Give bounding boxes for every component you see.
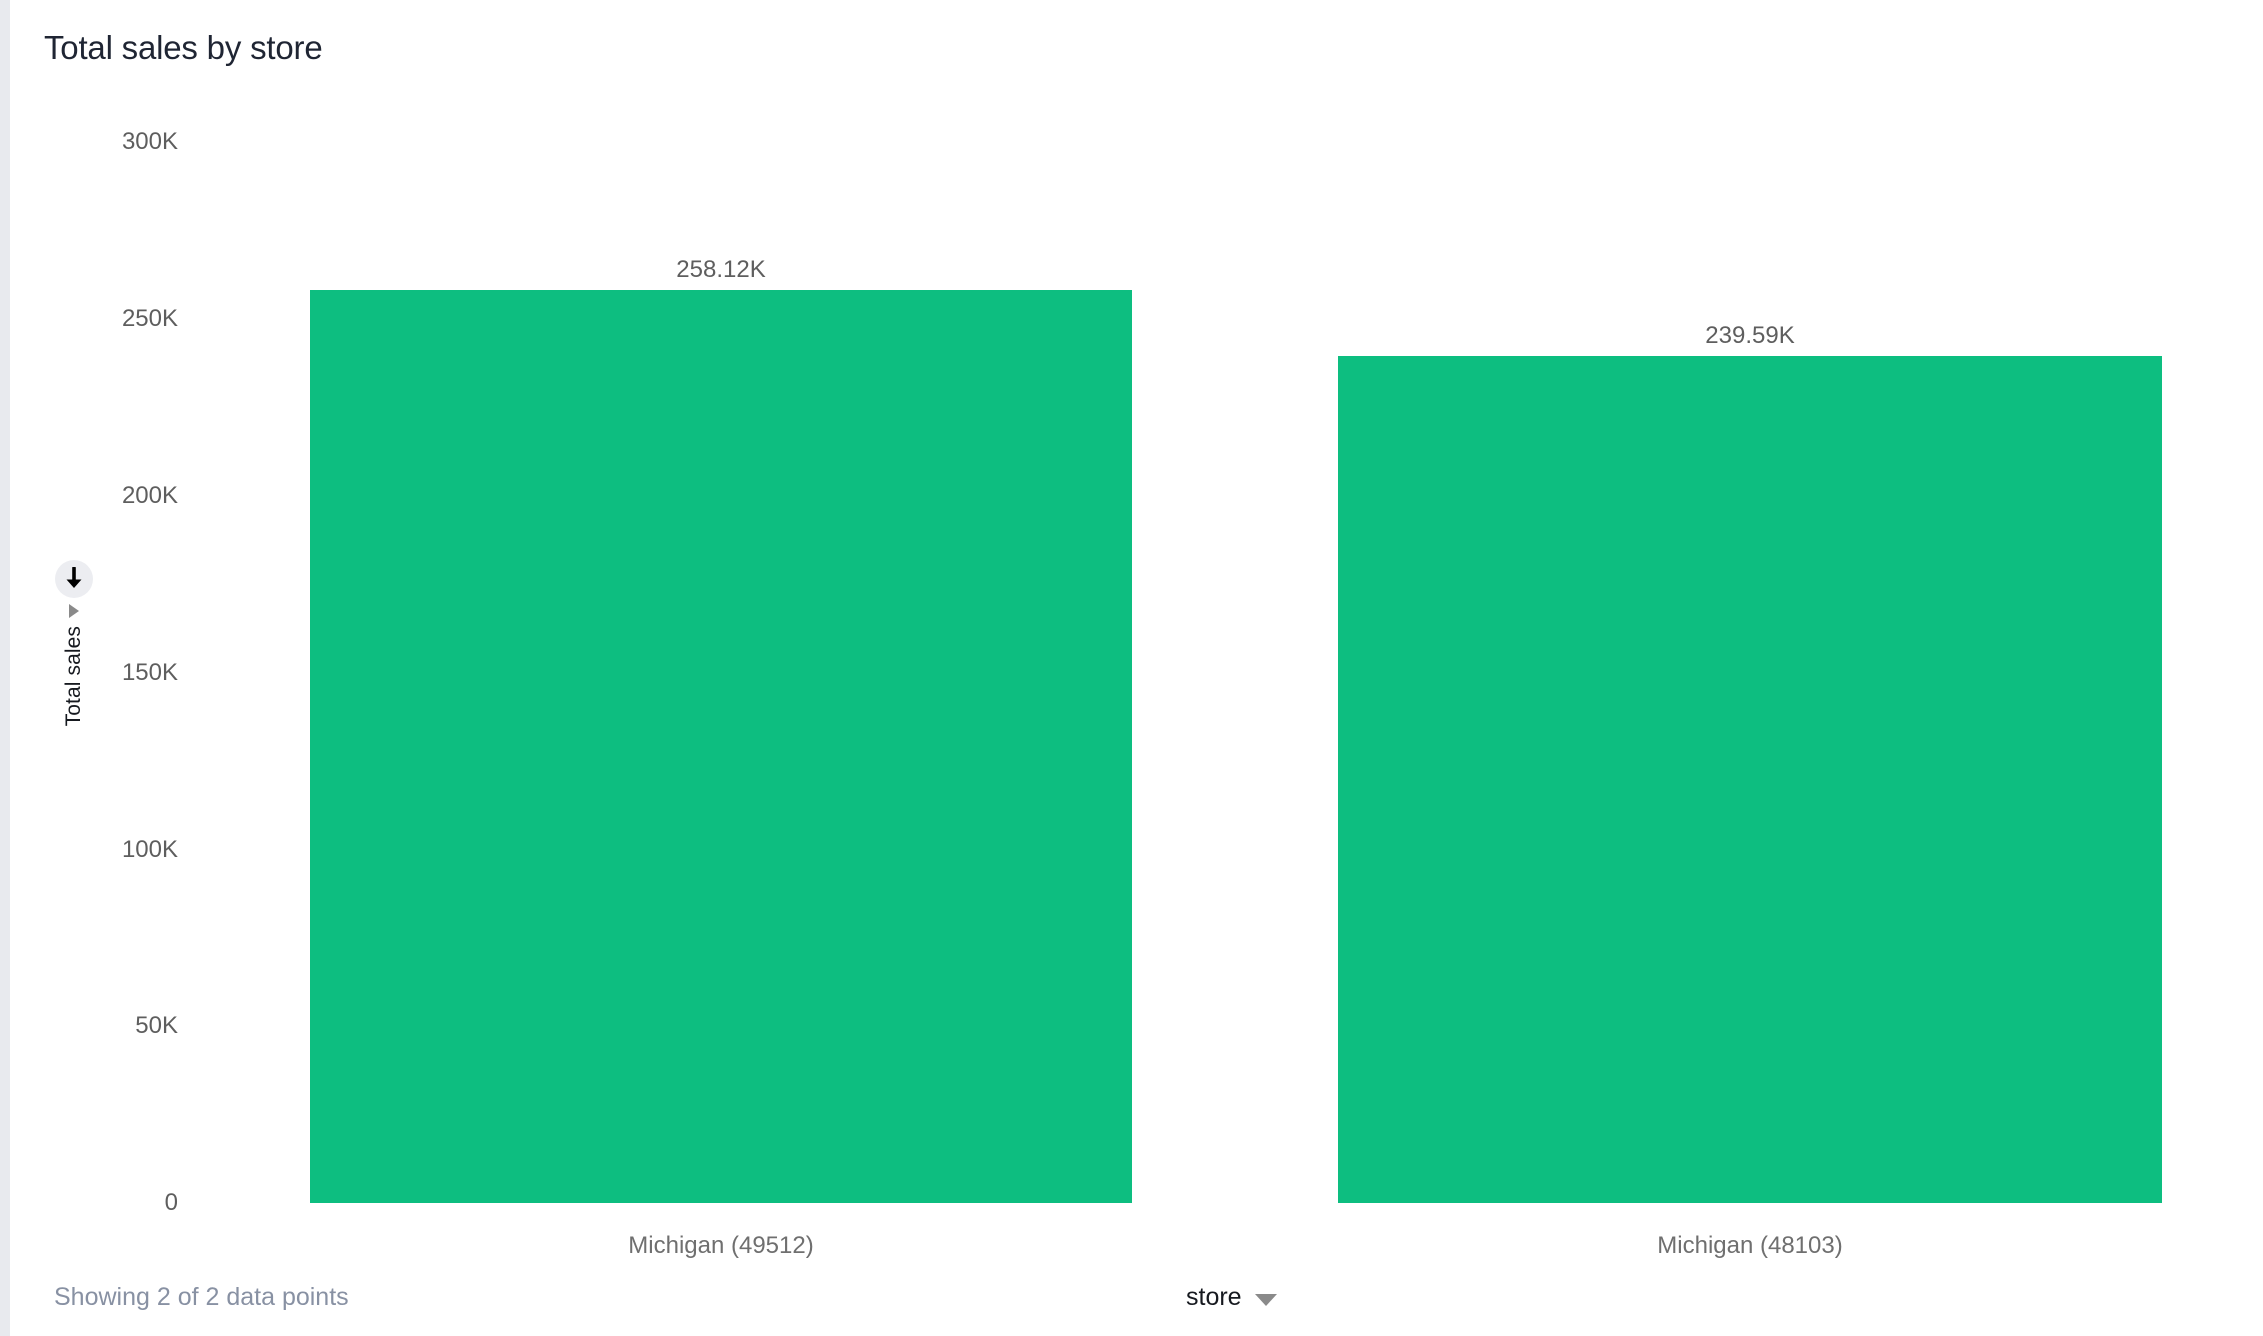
x-dimension-label: store (1186, 1283, 1242, 1311)
bar-michigan-48103[interactable] (1338, 355, 2162, 1203)
y-axis-tick: 100K (121, 836, 178, 863)
x-dimension-selector[interactable]: store (1186, 1283, 1277, 1312)
bar-michigan-49512[interactable] (310, 290, 1132, 1203)
y-axis-control-group: Total sales (46, 560, 102, 726)
sort-descending-button[interactable] (55, 560, 93, 598)
data-points-count: Showing 2 of 2 data points (54, 1283, 349, 1311)
bar-value-label: 258.12K (676, 256, 766, 284)
chart-card: Total sales by store 300K 250K 200K 150K… (10, 0, 2263, 1336)
chart-title: Total sales by store (44, 29, 323, 66)
plot-area: 300K 250K 200K 150K 100K 50K 0 Total sal… (10, 0, 2263, 1336)
caret-down-icon (1254, 1293, 1277, 1306)
y-axis-tick: 0 (164, 1189, 178, 1216)
y-axis-tick: 300K (121, 128, 178, 155)
caret-right-icon[interactable] (69, 604, 79, 618)
y-axis-tick: 250K (121, 305, 178, 332)
bar-value-label: 239.59K (1705, 321, 1795, 349)
x-axis-tick: Michigan (48103) (1657, 1232, 1843, 1259)
y-axis-tick: 150K (121, 659, 178, 686)
x-axis-tick: Michigan (49512) (628, 1232, 814, 1259)
page-left-gutter (0, 0, 10, 1336)
y-axis-tick: 50K (135, 1012, 178, 1039)
y-axis-title[interactable]: Total sales (62, 626, 85, 727)
y-axis-tick: 200K (121, 482, 178, 509)
arrow-down-icon (63, 567, 85, 591)
